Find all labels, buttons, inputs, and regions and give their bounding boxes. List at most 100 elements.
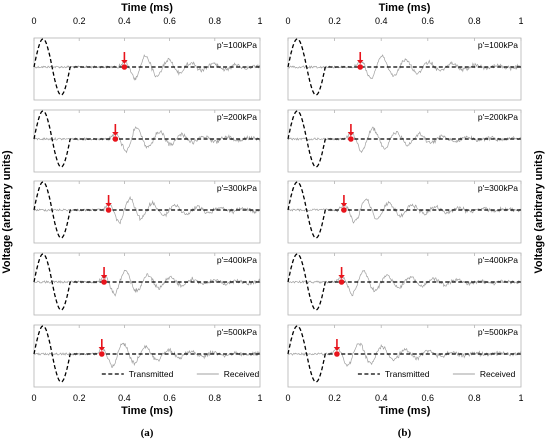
arrival-arrow-head <box>112 132 119 136</box>
bottom-tick-label: 1 <box>257 393 262 403</box>
received-signal <box>33 342 261 368</box>
bottom-x-axis-title: Time (ms) <box>379 405 431 417</box>
bottom-tick-label: 0.8 <box>209 393 222 403</box>
bottom-tick-label: 0.8 <box>468 393 481 403</box>
panel-2: p'=200kPa <box>33 109 261 173</box>
transmitted-signal <box>287 325 521 383</box>
panel-4: p'=400kPa <box>33 252 261 316</box>
pressure-label: p'=300kPa <box>217 183 257 193</box>
pressure-label: p'=100kPa <box>217 40 257 50</box>
pressure-label: p'=300kPa <box>478 183 518 193</box>
chart-0: Time (ms) Time (ms) 0 0 0.2 0.2 0.4 0.4 0.6 0.6 0.… <box>1 2 263 439</box>
received-signal <box>287 126 522 154</box>
y-axis-title: Voltage (arbitrary units) <box>533 150 545 274</box>
panel-frame <box>287 180 522 244</box>
panel-frame <box>287 324 522 388</box>
panel-frame <box>33 324 261 388</box>
transmitted-signal <box>33 110 260 168</box>
transmitted-signal <box>33 38 260 96</box>
arrival-marker <box>357 64 364 70</box>
received-signal <box>287 342 522 368</box>
top-tick-label: 0.2 <box>73 16 86 26</box>
panel-5: p'=500kPa <box>33 324 261 388</box>
pressure-label: p'=400kPa <box>478 255 518 265</box>
bottom-x-axis-title: Time (ms) <box>121 405 173 417</box>
panel-frame <box>33 180 261 244</box>
panel-frame <box>33 37 261 101</box>
panel-5: p'=500kPa <box>287 324 522 388</box>
arrival-marker <box>338 279 345 285</box>
panel-frame <box>33 252 261 316</box>
top-x-axis-title: Time (ms) <box>379 2 431 14</box>
top-tick-label: 0.4 <box>118 16 131 26</box>
arrival-arrow-head <box>338 275 345 279</box>
received-signal <box>287 269 522 297</box>
top-tick-label: 0 <box>31 16 36 26</box>
bottom-tick-label: 0.2 <box>73 393 86 403</box>
bottom-tick-label: 0 <box>285 393 290 403</box>
pressure-label: p'=200kPa <box>478 112 518 122</box>
arrival-marker <box>99 351 105 357</box>
panel-frame <box>287 252 522 316</box>
bottom-tick-label: 0.4 <box>375 393 388 403</box>
panel-4: p'=400kPa <box>287 252 522 316</box>
bottom-tick-label: 0.4 <box>118 393 131 403</box>
legend-received-label: Received <box>224 369 260 379</box>
top-x-axis-title: Time (ms) <box>121 2 173 14</box>
arrival-arrow-head <box>340 203 348 207</box>
top-tick-label: 0.8 <box>468 16 481 26</box>
transmitted-signal <box>287 110 521 168</box>
panel-1: p'=100kPa <box>287 37 522 101</box>
top-tick-label: 0 <box>285 16 290 26</box>
arrival-marker <box>341 207 347 213</box>
top-tick-label: 1 <box>518 16 523 26</box>
y-axis-title: Voltage (arbitrary units) <box>1 150 13 274</box>
top-tick-label: 1 <box>257 16 262 26</box>
arrival-arrow-head <box>98 347 105 351</box>
arrival-marker <box>112 136 119 142</box>
arrival-arrow-head <box>347 132 355 136</box>
received-signal <box>33 126 261 154</box>
arrival-marker <box>121 64 128 70</box>
legend-transmitted-label: Transmitted <box>385 369 430 379</box>
received-signal <box>287 54 522 80</box>
pressure-label: p'=500kPa <box>217 327 257 337</box>
arrival-arrow-head <box>100 275 108 279</box>
transmitted-signal <box>33 181 260 239</box>
arrival-marker <box>348 136 354 142</box>
legend-transmitted-label: Transmitted <box>129 369 174 379</box>
transmitted-signal <box>33 325 260 383</box>
arrival-arrow-head <box>105 203 112 207</box>
top-tick-label: 0.8 <box>209 16 222 26</box>
arrival-marker <box>105 207 112 213</box>
panel-2: p'=200kPa <box>287 109 522 173</box>
figure-label: (b) <box>398 427 412 439</box>
panel-3: p'=300kPa <box>33 180 261 244</box>
arrival-marker <box>101 279 107 285</box>
bottom-tick-label: 0.2 <box>328 393 341 403</box>
panel-frame <box>287 37 522 101</box>
top-tick-label: 0.6 <box>422 16 435 26</box>
bottom-tick-label: 0.6 <box>422 393 435 403</box>
top-tick-label: 0.4 <box>375 16 388 26</box>
pressure-label: p'=400kPa <box>217 255 257 265</box>
top-tick-label: 0.2 <box>328 16 341 26</box>
received-signal <box>33 54 261 81</box>
bottom-tick-label: 0.6 <box>163 393 176 403</box>
panel-1: p'=100kPa <box>33 37 261 101</box>
arrival-marker <box>334 351 340 357</box>
bottom-tick-label: 0 <box>31 393 36 403</box>
transmitted-signal <box>287 181 521 239</box>
received-signal <box>33 269 261 297</box>
transmitted-signal <box>287 253 521 311</box>
panel-frame <box>287 109 522 173</box>
panel-3: p'=300kPa <box>287 180 522 244</box>
bottom-tick-label: 1 <box>518 393 523 403</box>
top-tick-label: 0.6 <box>163 16 176 26</box>
transmitted-signal <box>287 38 521 96</box>
transmitted-signal <box>33 253 260 311</box>
pressure-label: p'=500kPa <box>478 327 518 337</box>
chart-1: Time (ms) Time (ms) 0 0 0.2 0.2 0.4 0.4 0.6 0.6 0.… <box>285 2 545 439</box>
arrival-arrow-head <box>357 60 364 64</box>
